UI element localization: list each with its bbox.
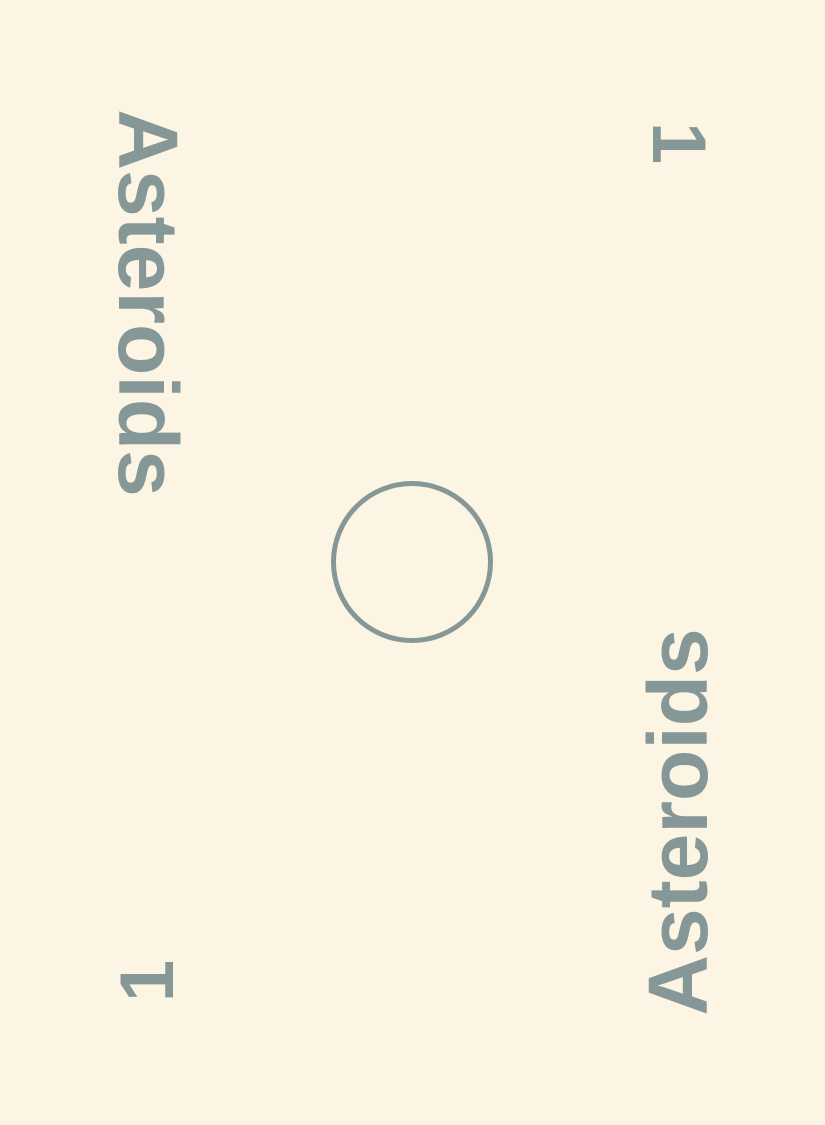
ring-icon — [331, 481, 493, 643]
card-count-top: 1 — [636, 121, 721, 165]
card-title-right: Asteroids — [631, 628, 725, 1016]
card-title-left: Asteroids — [101, 109, 195, 497]
card-count-bottom: 1 — [105, 959, 190, 1003]
